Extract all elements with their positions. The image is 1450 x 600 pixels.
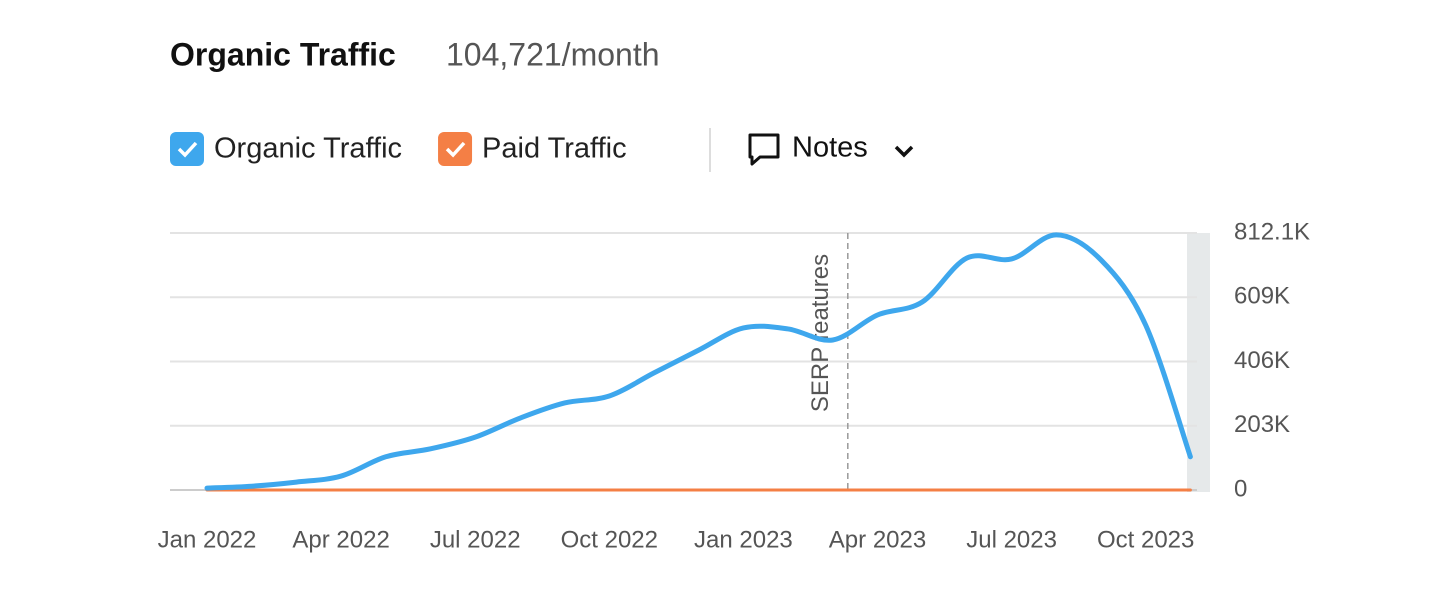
x-tick-label: Jan 2022 (158, 526, 257, 553)
x-tick-label: Jan 2023 (694, 526, 793, 553)
y-tick-label: 812.1K (1234, 218, 1310, 245)
legend-item[interactable]: Paid Traffic (438, 132, 627, 166)
y-tick-label: 0 (1234, 475, 1247, 502)
legend-checkbox (170, 132, 204, 166)
x-tick-label: Apr 2023 (829, 526, 926, 553)
subtitle: 104,721/month (446, 36, 660, 72)
checkmark (177, 141, 198, 158)
y-tick-label: 406K (1234, 347, 1290, 374)
notes-label: Notes (792, 132, 868, 164)
legend: Organic Traffic Paid Traffic (170, 132, 627, 166)
checkmark (445, 141, 466, 158)
notes-icon (748, 133, 780, 166)
x-tick-label: Oct 2022 (561, 526, 658, 553)
x-tick-label: Jul 2023 (966, 526, 1057, 553)
annotation: SERP features (807, 254, 834, 412)
x-tick-label: Jul 2022 (430, 526, 521, 553)
chevron (894, 145, 914, 158)
y-tick-label: 609K (1234, 283, 1290, 310)
title: Organic Traffic (170, 36, 396, 72)
notes-button[interactable]: Notes (748, 132, 914, 166)
legend-checkbox (438, 132, 473, 166)
legend-label: Paid Traffic (482, 133, 627, 165)
y-tick-label: 203K (1234, 411, 1290, 438)
x-tick-label: Oct 2023 (1097, 526, 1194, 553)
legend-label: Organic Traffic (214, 133, 402, 165)
x-tick-label: Apr 2022 (292, 526, 389, 553)
series-line (204, 232, 1193, 491)
legend-item[interactable]: Organic Traffic (170, 132, 402, 166)
